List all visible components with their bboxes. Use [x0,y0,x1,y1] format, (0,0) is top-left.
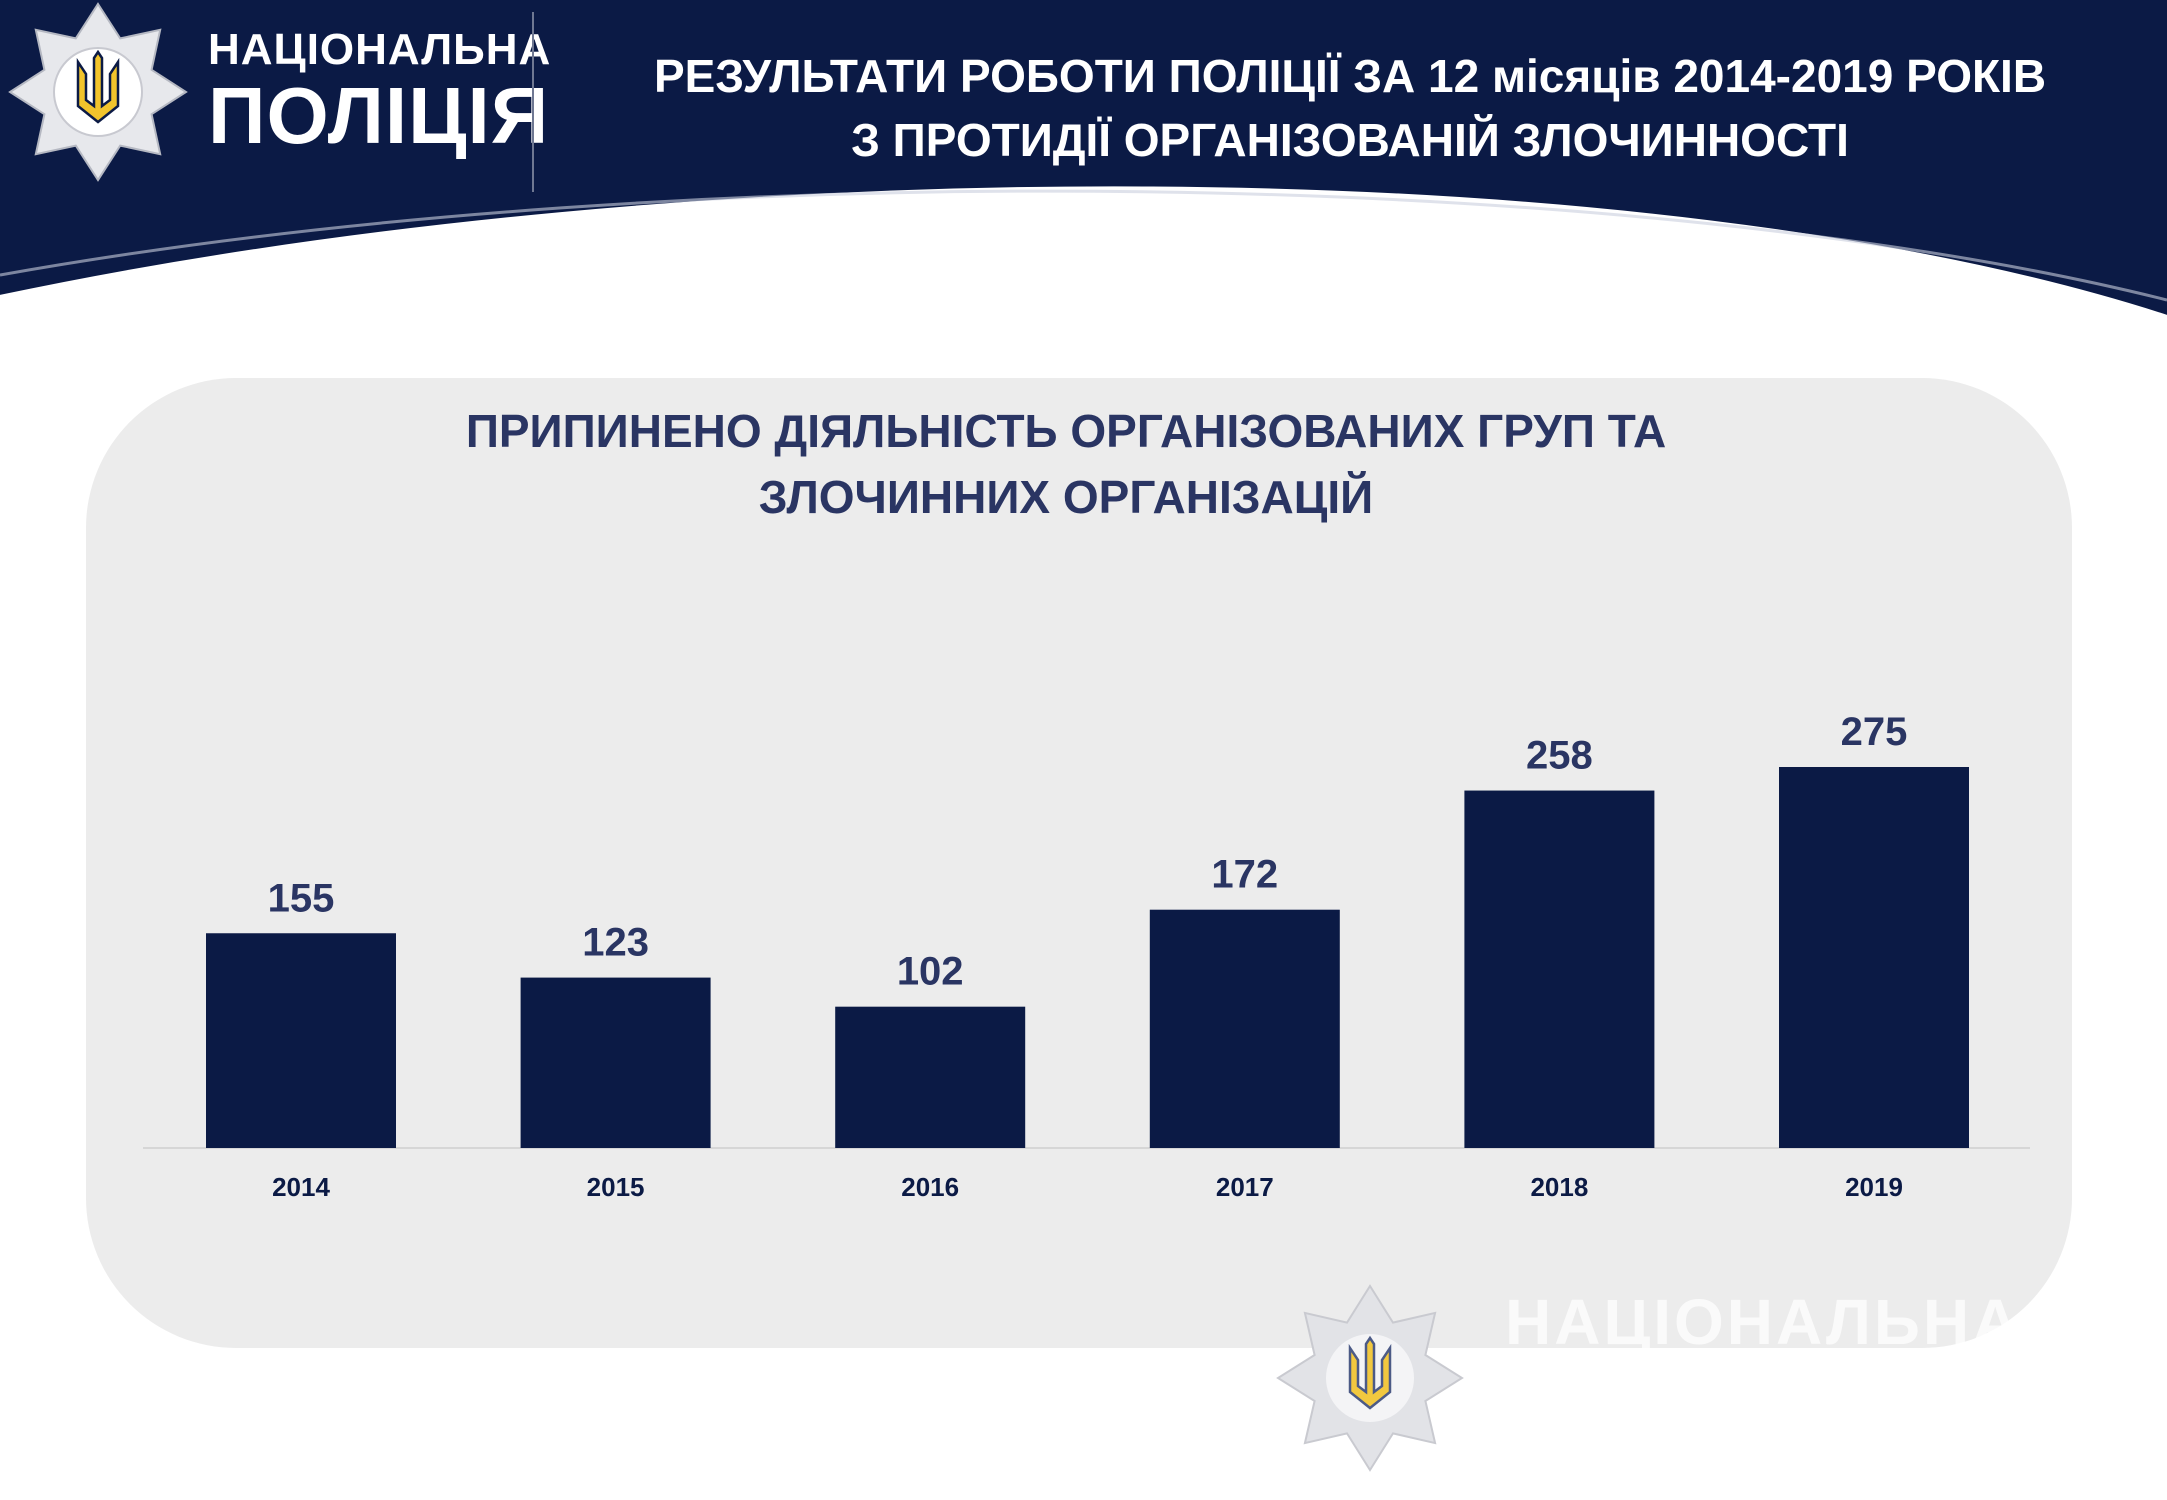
category-label-2017: 2017 [1216,1172,1274,1202]
watermark-text: НАЦІОНАЛЬНА [1505,1286,2022,1358]
bar-2019 [1779,767,1969,1148]
bar-2018 [1464,790,1655,1148]
category-label-2014: 2014 [272,1172,330,1202]
value-label-2019: 275 [1841,710,1908,754]
police-star-icon [8,2,188,182]
bar-2017 [1149,909,1340,1148]
watermark-trident-icon [1348,1335,1392,1410]
value-label-2018: 258 [1526,734,1593,778]
category-label-2015: 2015 [587,1172,645,1202]
value-label-2017: 172 [1211,853,1278,897]
brand-logo-text: НАЦІОНАЛЬНА ПОЛІЦІЯ [208,28,551,156]
category-label-2018: 2018 [1530,1172,1588,1202]
brand-line1: НАЦІОНАЛЬНА [208,25,552,74]
bar-2016 [835,1006,1026,1148]
chart-title: ПРИПИНЕНО ДІЯЛЬНІСТЬ ОРГАНІЗОВАНИХ ГРУП … [86,398,2046,530]
value-label-2016: 102 [897,950,964,994]
bar-2014 [206,933,396,1148]
category-label-2019: 2019 [1845,1172,1903,1202]
header-divider [532,12,534,192]
value-label-2014: 155 [268,876,335,920]
chart-title-line2: ЗЛОЧИННИХ ОРГАНІЗАЦІЙ [758,471,1374,523]
trident-icon [76,49,120,124]
page-title-line1: РЕЗУЛЬТАТИ РОБОТИ ПОЛІЦІЇ ЗА 12 місяців … [653,50,2047,102]
chart-title-line1: ПРИПИНЕНО ДІЯЛЬНІСТЬ ОРГАНІЗОВАНИХ ГРУП … [465,405,1667,457]
page-title: РЕЗУЛЬТАТИ РОБОТИ ПОЛІЦІЇ ЗА 12 місяців … [560,44,2140,172]
watermark-star-icon [1276,1284,1464,1472]
page-title-line2: З ПРОТИДІЇ ОРГАНІЗОВАНІЙ ЗЛОЧИННОСТІ [851,114,1849,166]
brand-line2: ПОЛІЦІЯ [208,71,550,160]
bar-2015 [520,977,711,1148]
value-label-2015: 123 [582,921,649,965]
chart-panel [86,378,2072,1348]
header-band [0,0,2167,320]
category-label-2016: 2016 [901,1172,959,1202]
